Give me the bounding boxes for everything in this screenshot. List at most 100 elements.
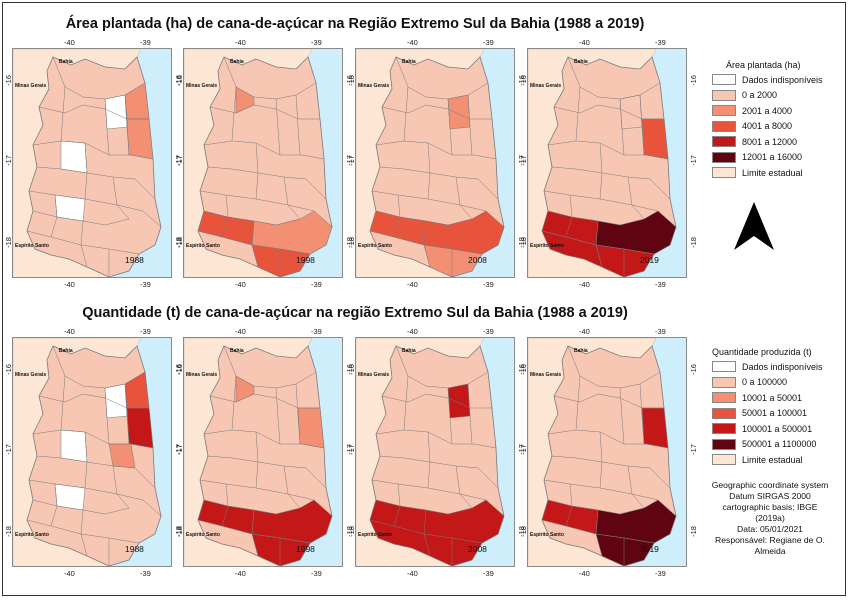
axis-tick-lon: -40 — [235, 327, 246, 336]
axis-tick-lon: -40 — [235, 569, 246, 578]
legend-swatch — [712, 74, 736, 86]
legend-swatch — [712, 392, 736, 404]
municipal-border — [371, 479, 505, 517]
map-drawing — [184, 338, 333, 566]
legend-item: 50001 a 100001 — [712, 406, 823, 422]
axis-tick-lat: -17 — [518, 155, 528, 166]
municipal-border — [403, 375, 409, 431]
map-label-state-west: Minas Gerais — [15, 83, 47, 89]
axis-tick-lon: -40 — [579, 569, 590, 578]
municipality-highlight — [54, 483, 86, 511]
axis-tick-lat: -18 — [688, 526, 698, 537]
municipal-border — [541, 230, 655, 255]
axis-tick-lon: -39 — [311, 38, 322, 47]
municipal-border — [209, 393, 320, 409]
municipal-border — [381, 104, 492, 120]
legend-swatch — [712, 151, 736, 163]
axis-tick-lon: -40 — [64, 280, 75, 289]
municipal-border — [231, 375, 237, 431]
municipal-border — [541, 519, 655, 544]
credits-line-7: Almeida — [754, 546, 786, 556]
municipality-highlight — [619, 94, 643, 130]
axis-tick-lat: -17 — [346, 155, 356, 166]
axis-tick-lat: -18 — [3, 237, 13, 248]
axis-tick-lon: -39 — [483, 327, 494, 336]
map-label-state-south: Espírito Santo — [186, 532, 220, 538]
municipality-highlight — [641, 407, 669, 449]
credits-line-5: Data: 05/01/2021 — [737, 524, 803, 534]
axis-tick-lat: -18 — [518, 237, 528, 248]
axis-tick-lat: -16 — [688, 364, 698, 375]
map-panel-area-1988: Bahia Minas Gerais Espírito Santo 1988 — [12, 48, 172, 278]
municipal-border — [375, 429, 497, 449]
municipal-border — [223, 345, 317, 389]
map-panel-area-1998: Bahia Minas Gerais Espírito Santo 1998 — [183, 48, 343, 278]
axis-tick-lat: -18 — [174, 237, 184, 248]
municipal-border — [199, 479, 333, 517]
municipality-highlight — [297, 407, 325, 449]
municipality-highlight — [60, 140, 88, 174]
legend-quantity: Quantidade produzida (t) Dados indisponí… — [712, 347, 823, 468]
municipal-border — [467, 94, 473, 156]
legend-label: Limite estadual — [742, 167, 803, 178]
axis-tick-lat: -18 — [518, 526, 528, 537]
axis-tick-lon: -40 — [407, 569, 418, 578]
map-label-state-west: Minas Gerais — [358, 83, 390, 89]
municipal-border — [547, 429, 669, 449]
municipal-border — [575, 86, 581, 142]
axis-tick-lat: -16 — [518, 364, 528, 375]
map-drawing — [13, 49, 162, 277]
axis-tick-lat: -18 — [3, 526, 13, 537]
municipality-highlight — [54, 194, 86, 222]
axis-tick-lon: -39 — [311, 569, 322, 578]
map-label-state-west: Minas Gerais — [530, 83, 562, 89]
axis-tick-lat: -16 — [3, 364, 13, 375]
municipal-border — [231, 86, 237, 142]
map-panel-area-2019: Bahia Minas Gerais Espírito Santo 2019 — [527, 48, 687, 278]
map-label-state-top: Bahia — [230, 59, 244, 65]
municipal-border — [28, 479, 162, 517]
municipal-border — [403, 86, 409, 142]
map-panel-quantity-2019: Bahia Minas Gerais Espírito Santo 2019 — [527, 337, 687, 567]
axis-tick-lat: -18 — [174, 526, 184, 537]
municipal-border — [207, 455, 327, 489]
legend-label: 10001 a 50001 — [742, 392, 803, 403]
axis-tick-lat: -16 — [346, 75, 356, 86]
legend-swatch — [712, 423, 736, 435]
legend-swatch — [712, 105, 736, 117]
municipality-highlight — [60, 429, 88, 463]
credits-line-3: cartographic basis: IBGE — [722, 502, 818, 512]
legend-item: 100001 a 500001 — [712, 421, 823, 437]
map-label-state-top: Bahia — [59, 59, 73, 65]
map-year-label: 2008 — [468, 255, 487, 265]
legend-area-title: Área plantada (ha) — [726, 60, 801, 70]
map-label-state-south: Espírito Santo — [15, 532, 49, 538]
axis-tick-lon: -39 — [140, 280, 151, 289]
municipal-border — [197, 230, 311, 255]
legend-area: Área plantada (ha) Dados indisponíveis 0 … — [712, 60, 823, 181]
axis-tick-lon: -39 — [140, 38, 151, 47]
municipal-border — [447, 387, 453, 445]
municipal-border — [553, 104, 664, 120]
municipal-border — [369, 519, 483, 544]
axis-tick-lat: -18 — [346, 526, 356, 537]
axis-tick-lon: -39 — [311, 327, 322, 336]
map-year-label: 1998 — [296, 255, 315, 265]
municipal-border — [36, 166, 156, 200]
municipal-border — [223, 56, 317, 100]
municipal-border — [447, 98, 453, 156]
municipal-border — [395, 56, 489, 100]
legend-label: 500001 a 1100000 — [742, 439, 817, 450]
legend-item: 0 a 100000 — [712, 375, 823, 391]
municipal-border — [371, 190, 505, 228]
axis-tick-lat: -17 — [174, 155, 184, 166]
municipality-highlight — [126, 118, 154, 160]
legend-item: Dados indisponíveis — [712, 72, 823, 88]
legend-item: 500001 a 1100000 — [712, 437, 823, 453]
axis-tick-lon: -40 — [235, 38, 246, 47]
map-label-state-west: Minas Gerais — [15, 372, 47, 378]
credits-line-4: (2019a) — [755, 513, 785, 523]
axis-tick-lat: -17 — [688, 444, 698, 455]
map-label-state-top: Bahia — [574, 59, 588, 65]
legend-swatch — [712, 376, 736, 388]
